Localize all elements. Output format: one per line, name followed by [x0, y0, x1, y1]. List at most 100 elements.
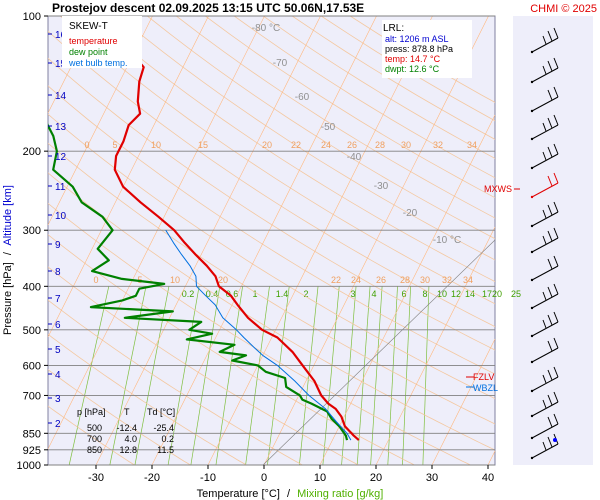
- table-row-p: 500: [87, 423, 102, 433]
- wind-barb-feather: [547, 394, 553, 406]
- wind-barb-dot: [530, 306, 534, 310]
- wind-barb: [531, 293, 559, 309]
- dry-adiabat-label: 22: [291, 140, 301, 150]
- wind-barb-feather: [553, 27, 559, 39]
- altitude-tick-label: 6: [55, 320, 61, 331]
- chart-title: Prostejov descent 02.09.2025 13:15 UTC 5…: [52, 1, 364, 15]
- table-head-t: T: [124, 407, 130, 417]
- x-tick-label: 10: [314, 472, 326, 484]
- altitude-tick-label: 4: [55, 370, 61, 381]
- isotherm: [263, 15, 489, 466]
- wind-barb-feather: [547, 60, 553, 72]
- isotherm-label: -20: [403, 208, 418, 219]
- dry-adiabat-label: 32: [442, 275, 452, 285]
- mixing-ratio-line: [387, 286, 398, 466]
- wind-barb-feather: [553, 86, 559, 98]
- isotherm: [375, 226, 496, 466]
- dry-adiabat-label: 22: [331, 275, 341, 285]
- table-row-t: 12.8: [119, 445, 137, 455]
- wind-barb: [531, 401, 559, 417]
- wind-barb-feather: [542, 65, 547, 75]
- wind-barb-feather: [553, 114, 559, 126]
- wind-barb-feather: [542, 151, 547, 161]
- mixing-ratio-line: [68, 286, 110, 466]
- dry-adiabat: [118, 16, 495, 261]
- table-head-td: Td [°C]: [147, 407, 175, 417]
- mixing-ratio-label: 0.4: [206, 289, 219, 299]
- wind-barb-dot: [530, 224, 534, 228]
- dry-adiabat-label: 5: [112, 140, 117, 150]
- x-title-mix: Mixing ratio [g/kg]: [297, 488, 383, 500]
- dry-adiabat-label: 34: [467, 140, 477, 150]
- mixing-ratio-label: 0.6: [226, 289, 239, 299]
- legend-temperature: temperature: [69, 36, 118, 46]
- dry-adiabat-label: 10: [151, 140, 161, 150]
- isotherm-label: -80 °C: [252, 23, 280, 34]
- wind-barb-feather: [547, 340, 553, 352]
- wind-barb-feather: [553, 391, 559, 403]
- wind-barb-dot: [530, 50, 534, 54]
- wind-barb-feather: [547, 146, 553, 158]
- dry-adiabat-label: 20: [218, 275, 228, 285]
- dry-adiabat-label: 26: [347, 140, 357, 150]
- x-tick-label: -30: [88, 472, 104, 484]
- isotherm-label: -60: [295, 92, 310, 103]
- table-row-td: 0.2: [161, 434, 174, 444]
- mixing-ratio-label: 10: [437, 289, 447, 299]
- dry-adiabat-label: 30: [420, 275, 430, 285]
- altitude-tick-label: 8: [55, 267, 61, 278]
- mixing-ratio-line: [134, 286, 170, 466]
- dry-adiabat: [205, 16, 495, 199]
- dry-adiabat-label: 15: [198, 140, 208, 150]
- y-title-pressure: Pressure [hPa]: [2, 262, 14, 335]
- dry-adiabat: [48, 142, 495, 425]
- table-row-t: -12.4: [116, 423, 137, 433]
- wind-barb-feather: [553, 57, 559, 69]
- wind-barb-feather: [547, 230, 553, 242]
- wbzl-label: WBZL: [473, 383, 498, 393]
- dry-adiabat-label: 10: [170, 275, 180, 285]
- pressure-tick-label: 100: [23, 11, 41, 23]
- surface-wind-dot: [553, 438, 557, 442]
- lrl-temp: temp: 14.7 °C: [385, 54, 441, 64]
- altitude-tick-label: 3: [55, 394, 61, 405]
- altitude-tick-label: 7: [55, 294, 61, 305]
- wind-barb-feather: [547, 258, 553, 270]
- dry-adiabat-label: 28: [400, 275, 410, 285]
- mixing-ratio-label: 14: [465, 289, 475, 299]
- dry-adiabat-label: 34: [463, 275, 473, 285]
- wind-barb-feather: [542, 235, 547, 245]
- dry-adiabat: [89, 16, 495, 283]
- wind-barb-feather: [547, 416, 553, 428]
- y-axis-title: Pressure [hPa] / Altitude [km]: [2, 185, 14, 335]
- isotherm-label: -30: [374, 181, 389, 192]
- dry-adiabat-label: 0: [84, 140, 89, 150]
- dry-adiabat-label: 30: [401, 140, 411, 150]
- lrl-alt: alt: 1206 m ASL: [385, 34, 449, 44]
- x-axis-title: Temperature [°C] / Mixing ratio [g/kg]: [197, 488, 384, 500]
- altitude-tick-label: 11: [55, 182, 66, 193]
- legend-wetbulb: wet bulb temp.: [68, 58, 128, 68]
- dry-adiabat-label: 24: [321, 140, 331, 150]
- isotherm-label: -70: [273, 58, 288, 69]
- wind-barb-feather: [547, 204, 553, 216]
- x-tick-label: 30: [426, 472, 438, 484]
- pressure-tick-label: 850: [23, 428, 41, 440]
- isotherm-label: -40: [347, 152, 362, 163]
- altitude-tick-label: 16: [55, 30, 67, 41]
- x-tick-label: -10: [200, 472, 216, 484]
- legend-dewpoint: dew point: [69, 47, 108, 57]
- wind-barb: [531, 376, 559, 392]
- altitude-tick-label: 2: [55, 419, 61, 430]
- wind-barb-dot: [530, 436, 534, 440]
- x-title-sep: /: [287, 488, 291, 500]
- pressure-tick-label: 500: [23, 325, 41, 337]
- pressure-tick-label: 700: [23, 390, 41, 402]
- wind-barb-feather: [553, 337, 559, 349]
- plot-area: [47, 15, 496, 466]
- mixing-ratio-line: [341, 286, 357, 466]
- dry-adiabat: [48, 30, 495, 328]
- wind-barb-feather: [553, 413, 559, 425]
- wind-barb-feather: [542, 209, 547, 219]
- wind-barb-dot: [530, 389, 534, 393]
